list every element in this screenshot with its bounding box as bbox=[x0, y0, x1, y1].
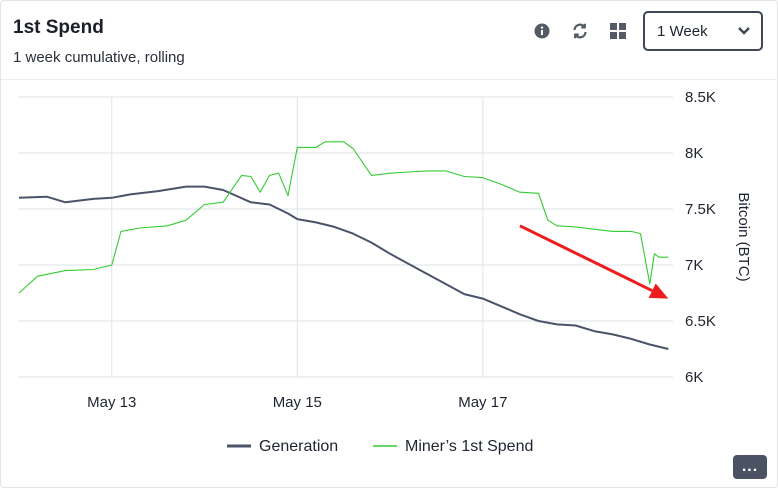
y-tick-label: 7.5K bbox=[685, 201, 716, 218]
chevron-down-icon bbox=[738, 27, 750, 35]
chart-subtitle: 1 week cumulative, rolling bbox=[13, 49, 185, 66]
grid-icon[interactable] bbox=[603, 16, 633, 46]
y-tick-label: 7K bbox=[685, 257, 703, 274]
line-chart: 6K 6.5K 7K 7.5K 8K 8.5K May 13 May 15 May 17 Bitc… bbox=[18, 89, 752, 455]
annotation-arrow-shaft bbox=[519, 224, 653, 293]
chart-toolbar: 1 Week bbox=[527, 11, 763, 51]
y-tick-label: 8K bbox=[685, 145, 703, 162]
y-axis-label: Bitcoin (BTC) bbox=[735, 192, 752, 281]
generation-line bbox=[18, 185, 669, 350]
range-select-value: 1 Week bbox=[657, 22, 708, 40]
x-tick-label: May 13 bbox=[87, 394, 136, 411]
y-tick-label: 6.5K bbox=[685, 313, 716, 330]
legend-label: Generation bbox=[259, 438, 338, 455]
y-tick-label: 8.5K bbox=[685, 89, 716, 106]
x-tick-label: May 17 bbox=[458, 394, 507, 411]
refresh-icon[interactable] bbox=[565, 16, 595, 46]
info-icon[interactable] bbox=[527, 16, 557, 46]
annotation-arrow-head bbox=[648, 283, 669, 299]
x-tick-label: May 15 bbox=[273, 394, 322, 411]
range-select[interactable]: 1 Week bbox=[643, 11, 763, 51]
legend-label: Miner’s 1st Spend bbox=[405, 438, 533, 455]
header-divider bbox=[1, 79, 777, 80]
y-tick-label: 6K bbox=[685, 369, 703, 386]
more-options-button[interactable]: ... bbox=[733, 455, 767, 479]
chart-title: 1st Spend bbox=[13, 17, 104, 38]
miners-1st-spend-line bbox=[18, 141, 669, 294]
